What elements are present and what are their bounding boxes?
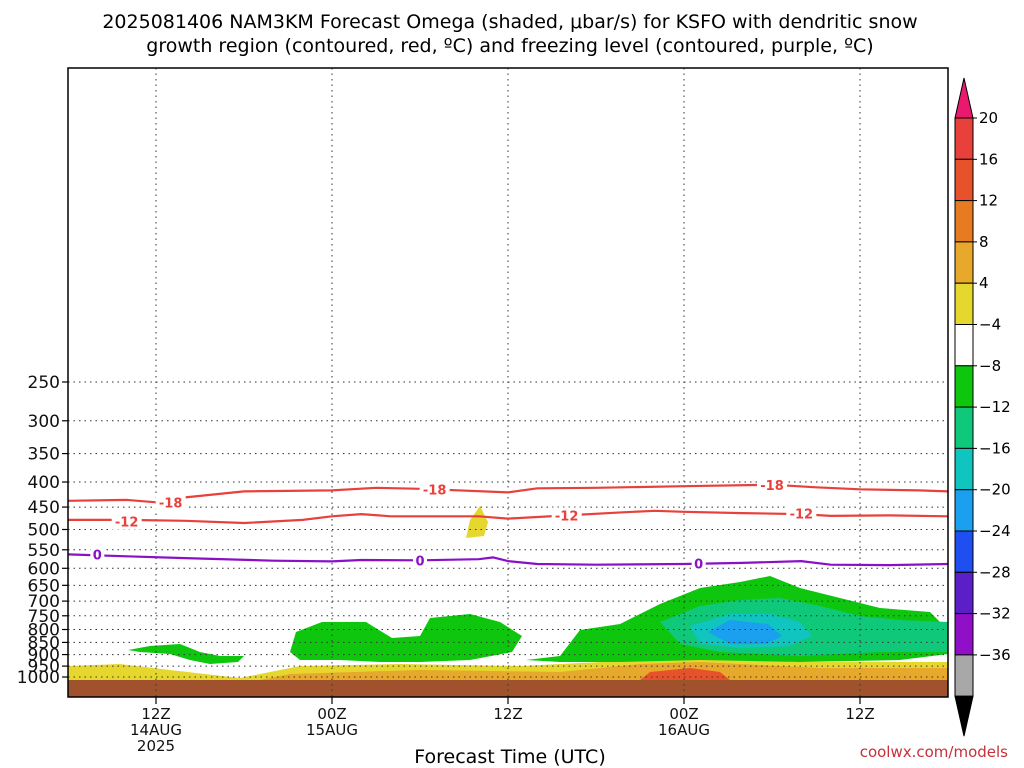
colorbar-box (954, 324, 974, 367)
ground-band (68, 680, 948, 697)
y-tick-label: 850 (28, 633, 60, 653)
x-tick-label: 14AUG (130, 721, 182, 739)
colorbar-box (954, 406, 974, 449)
contour-lines: -18 -18 -18 -12 -12 -12 0 0 0 (67, 477, 949, 573)
contour-label-bg (111, 513, 142, 530)
credit-text: coolwx.com/models (860, 743, 1008, 761)
contour-label: 0 (694, 558, 703, 573)
contour-label-bg (90, 546, 105, 563)
colorbar-box (954, 447, 974, 491)
x-tick-label: 00Z (317, 705, 346, 723)
colorbar-label: 20 (979, 109, 998, 127)
y-tick-label: 250 (28, 373, 60, 393)
y-tick-label: 500 (28, 520, 60, 540)
shade-positive-medium (260, 662, 948, 680)
contour-label-bg (419, 481, 450, 498)
colorbar-label: −28 (979, 563, 1011, 581)
y-tick-label: 650 (28, 576, 60, 596)
y-tick-label: 900 (28, 646, 60, 666)
colorbar-box (954, 365, 974, 408)
x-axis-label: Forecast Time (UTC) (414, 746, 605, 768)
colorbar-box (954, 282, 974, 326)
y-axis-ticks: 2503003504004505005506006507007508008509… (17, 373, 68, 688)
contour-label: -18 (423, 483, 447, 498)
colorbar-label: −36 (979, 646, 1011, 664)
y-tick-label: 400 (28, 473, 60, 493)
colorbar-box (954, 530, 974, 573)
contour-label: 0 (415, 555, 424, 570)
omega-shading (68, 506, 948, 697)
colorbar-box (954, 241, 974, 284)
contour-label: 0 (93, 549, 102, 564)
shade-positive-blob (466, 506, 488, 538)
colorbar-box (954, 200, 974, 243)
colorbar-label: 16 (979, 150, 998, 168)
colorbar-label: −24 (979, 522, 1011, 540)
contour-label-bg (691, 555, 706, 572)
contour-label-bg (551, 507, 582, 524)
contour-label: -12 (555, 509, 579, 524)
x-tick-label: 12Z (493, 705, 522, 723)
y-tick-label: 750 (28, 607, 60, 627)
x-tick-label: 00Z (669, 705, 698, 723)
y-tick-label: 800 (28, 621, 60, 641)
shade-negative-core (708, 620, 782, 644)
contour-label-bg (155, 494, 186, 511)
colorbar-label: −20 (979, 481, 1011, 499)
x-tick-label: 15AUG (306, 721, 358, 739)
x-tick-label: 16AUG (658, 721, 710, 739)
y-tick-label: 350 (28, 445, 60, 465)
contour-label: -18 (159, 496, 183, 511)
contour-label: -12 (115, 516, 139, 531)
y-tick-label: 300 (28, 412, 60, 432)
colorbar-box (954, 613, 974, 656)
colorbar-label: −12 (979, 398, 1011, 416)
colorbar-label: 4 (979, 274, 989, 292)
y-tick-label: 700 (28, 592, 60, 612)
y-tick-label: 950 (28, 657, 60, 677)
y-tick-label: 550 (28, 541, 60, 561)
colorbar-label: −32 (979, 605, 1011, 623)
freezing-level-contour-0 (67, 553, 949, 567)
shade-negative-mid (290, 614, 522, 662)
colorbar-box (954, 654, 974, 697)
colorbar-label: −4 (979, 316, 1001, 334)
x-tick-label: 12Z (141, 705, 170, 723)
chart-title-line1: 2025081406 NAM3KM Forecast Omega (shaded… (102, 11, 917, 33)
y-tick-label: 600 (28, 559, 60, 579)
colorbar-label: 12 (979, 192, 998, 210)
y-tick-label: 1000 (17, 668, 60, 688)
contour-label: -12 (790, 508, 814, 523)
colorbar-min-arrow (954, 695, 974, 737)
contour-label-bg (413, 552, 427, 569)
contour-label: -18 (760, 479, 784, 494)
x-tick-label: 12Z (845, 705, 874, 723)
colorbar-box (954, 158, 974, 202)
shade-negative-left (128, 644, 244, 664)
colorbar-label: −16 (979, 439, 1011, 457)
y-tick-label: 450 (28, 498, 60, 518)
plot-grid (68, 68, 948, 697)
colorbar-box (954, 571, 974, 615)
colorbar-label: −8 (979, 357, 1001, 375)
colorbar-box (954, 117, 974, 160)
chart-title-line2: growth region (contoured, red, ºC) and f… (146, 35, 873, 57)
colorbar: 20 16 12 8 4 −4 −8 −12 −16 −20 −24 −28 −32 −36 (954, 77, 1011, 737)
colorbar-max-arrow (954, 77, 974, 119)
x-tick-label: 2025 (137, 737, 175, 755)
colorbar-box (954, 489, 974, 532)
colorbar-label: 8 (979, 233, 989, 251)
contour-label-bg (757, 477, 787, 494)
contour-label-bg (786, 505, 817, 522)
